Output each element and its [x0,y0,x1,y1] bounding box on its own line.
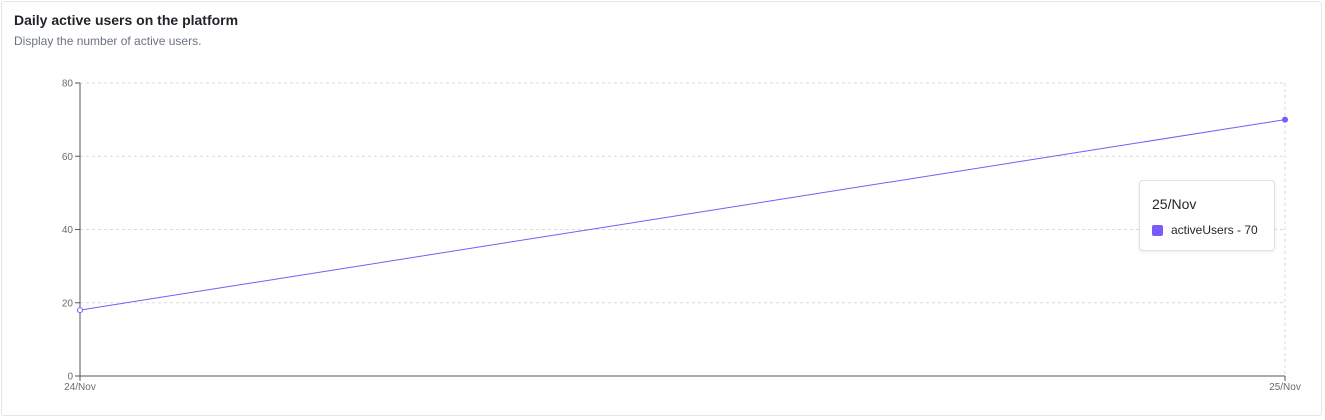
series-line-activeUsers [79,119,1286,311]
y-tick-label-40: 40 [62,225,74,236]
tooltip-label: activeUsers - 70 [1171,223,1258,237]
data-point-activeUsers-1 [1282,116,1288,123]
chart-tooltip: 25/Nov activeUsers - 70 [1139,180,1275,251]
legend-swatch-icon [1152,224,1163,236]
tooltip-row: activeUsers - 70 [1152,223,1258,237]
y-tick-label-80: 80 [62,79,74,90]
y-tick-label-0: 0 [67,372,73,383]
data-point-activeUsers-0 [77,307,83,314]
chart-title: Daily active users on the platform [14,12,239,28]
y-tick-label-60: 60 [62,152,74,163]
y-tick-label-20: 20 [62,298,74,309]
chart-subtitle: Display the number of active users. [14,34,202,48]
tooltip-title: 25/Nov [1152,196,1197,212]
x-tick-label-0: 24/Nov [64,382,96,393]
x-tick-label-1: 25/Nov [1269,382,1301,393]
